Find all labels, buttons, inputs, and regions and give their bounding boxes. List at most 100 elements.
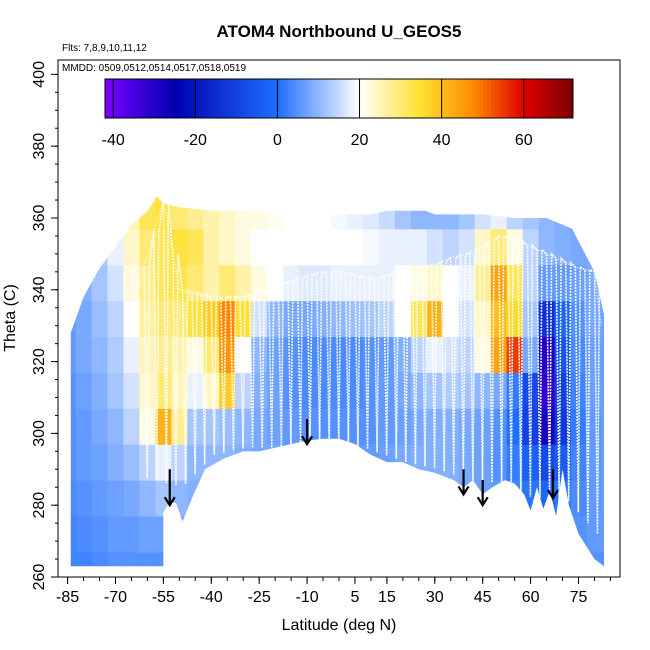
heatmap-cell [554, 228, 572, 266]
down-arrow-head [301, 435, 314, 447]
heatmap-cell [219, 264, 236, 302]
heatmap-cell [171, 196, 188, 230]
colorbar-segment [545, 79, 551, 118]
heatmap-cell [378, 480, 396, 517]
heatmap-cell [426, 300, 444, 338]
heatmap-cell [522, 300, 540, 338]
colorbar-segment [495, 79, 500, 118]
flight-trace [143, 199, 601, 534]
heatmap-cell [155, 444, 172, 481]
heatmap-cell [187, 196, 204, 230]
heatmap-cell [506, 551, 524, 567]
heatmap-cell [394, 196, 412, 230]
heatmap-cell [602, 300, 605, 338]
heatmap-cell [362, 228, 380, 266]
heatmap-cell [203, 515, 220, 553]
heatmap-cell [251, 480, 268, 517]
heatmap-cell [283, 196, 300, 230]
flights-note: Flts: 7,8,9,10,11,12 [62, 43, 147, 54]
colorbar-segment [413, 79, 418, 118]
colorbar-segment [541, 79, 547, 118]
heatmap-cell [586, 551, 604, 567]
heatmap-cell [586, 444, 604, 481]
down-arrow [457, 469, 470, 497]
colorbar-segment [206, 79, 211, 118]
heatmap-cell [426, 196, 444, 230]
heatmap-cell [586, 515, 604, 553]
heatmap-cell [235, 480, 252, 517]
heatmap-cell [522, 196, 540, 230]
colorbar-segment [276, 79, 281, 118]
heatmap-cell [331, 196, 348, 230]
heatmap-cell [123, 515, 141, 553]
down-arrow-head [547, 489, 559, 501]
heatmap-cell [251, 336, 268, 373]
heatmap-cell [203, 444, 220, 481]
heatmap-cell [394, 551, 412, 567]
heatmap-cell [315, 480, 332, 517]
heatmap-cell [602, 196, 605, 230]
colorbar-segment [218, 79, 223, 118]
heatmap-cell [506, 264, 524, 302]
heatmap-cell [410, 480, 428, 517]
heatmap-cell [299, 196, 316, 230]
heatmap-cell [70, 408, 77, 445]
heatmap-cell [315, 264, 332, 302]
heatmap-cell [107, 372, 125, 409]
heatmap-cell [346, 196, 364, 230]
heatmap-cell [458, 515, 476, 553]
heatmap-cell [219, 480, 236, 517]
heatmap-cell [362, 196, 380, 230]
heatmap-cell [187, 444, 204, 481]
colorbar-segment [116, 79, 122, 118]
heatmap-cell [171, 264, 188, 302]
event-arrows [163, 419, 559, 508]
colorbar-segment [471, 79, 476, 118]
x-tick-label: 45 [474, 589, 492, 606]
colorbar-segment [487, 79, 492, 118]
heatmap-cell [139, 515, 156, 553]
heatmap-cell [187, 515, 204, 553]
colorbar-segment [432, 79, 437, 118]
colorbar: -40 -20 0 20 40 60 [102, 78, 574, 149]
heatmap-cell [91, 264, 109, 302]
heatmap-cell [394, 515, 412, 553]
heatmap-cell [107, 228, 125, 266]
heatmap-cell [570, 515, 588, 553]
heatmap-cell [235, 228, 252, 266]
heatmap-cell [315, 551, 332, 567]
colorbar-segment [124, 79, 129, 118]
x-tick-label: -10 [296, 589, 319, 606]
heatmap-cell [91, 300, 109, 338]
colorbar-segment [502, 79, 508, 118]
colorbar-segment [190, 79, 196, 118]
heatmap-cell [187, 264, 204, 302]
x-tick-label: 60 [522, 589, 540, 606]
colorbar-segment [140, 79, 145, 118]
heatmap-cell [203, 196, 220, 230]
heatmap-cell [315, 444, 332, 481]
colorbar-segment [315, 79, 320, 118]
heatmap-cell [91, 515, 109, 553]
heatmap-cell [235, 444, 252, 481]
heatmap-cell [91, 480, 109, 517]
colorbar-segment [194, 79, 200, 118]
colorbar-segment [249, 79, 254, 118]
heatmap-cell [410, 515, 428, 553]
colorbar-segment [417, 79, 422, 118]
heatmap-cell [251, 300, 268, 338]
colorbar-segment [456, 79, 461, 118]
colorbar-segment [300, 79, 305, 118]
colorbar-segment [202, 79, 207, 118]
heatmap-cell [251, 444, 268, 481]
colorbar-segment [214, 79, 219, 118]
colorbar-segment [323, 79, 328, 118]
heatmap-cell [283, 480, 300, 517]
heatmap-cell [187, 300, 204, 338]
heatmap-cell [458, 228, 476, 266]
heatmap-cell [235, 264, 252, 302]
heatmap-cell [506, 228, 524, 266]
heatmap-cell [570, 444, 588, 481]
heatmap-cell [538, 228, 556, 266]
heatmap-cell [107, 196, 125, 230]
